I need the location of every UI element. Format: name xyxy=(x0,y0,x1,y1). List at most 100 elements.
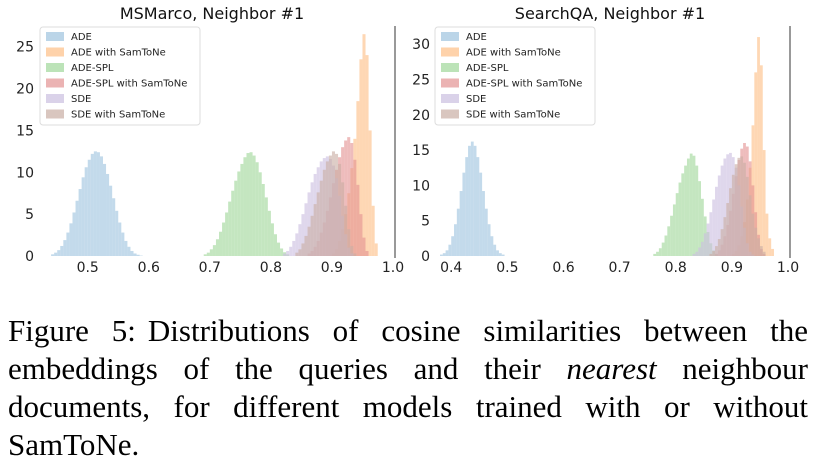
searchqa-bar-ade-11 xyxy=(471,142,474,256)
msmarco-bar-ade-4 xyxy=(63,240,66,256)
searchqa-bar-ade-spl-12 xyxy=(687,159,690,256)
figure-caption: Figure 5:Distributions of cosine similar… xyxy=(8,312,808,464)
msmarco-legend-label-sde-with-samtone: SDE with SamToNe xyxy=(71,110,165,121)
msmarco-bar-ade-spl-12 xyxy=(240,164,243,256)
searchqa-legend-swatch-ade-spl xyxy=(441,63,459,72)
msmarco-y-tick-4: 20 xyxy=(16,82,34,98)
msmarco-bar-ade-14 xyxy=(94,151,97,256)
searchqa-bar-ade-0 xyxy=(440,255,443,256)
msmarco-bar-ade-spl-16 xyxy=(253,156,256,256)
searchqa-y-tick-5: 25 xyxy=(412,72,430,88)
searchqa-bar-sde-with-samtone-18 xyxy=(760,246,763,256)
msmarco-legend-swatch-sde xyxy=(46,94,64,103)
searchqa-chart-title: SearchQA, Neighbor #1 xyxy=(515,4,705,23)
searchqa-bar-sde-8 xyxy=(715,187,718,256)
searchqa-bar-sde-0 xyxy=(693,254,696,256)
msmarco-y-tick-2: 10 xyxy=(16,165,34,181)
msmarco-legend-swatch-ade-spl xyxy=(46,63,64,72)
msmarco-bar-sde-with-samtone-11 xyxy=(329,156,332,256)
searchqa-bar-sde-with-samtone-10 xyxy=(737,158,740,256)
msmarco-bar-sde-3 xyxy=(292,241,295,256)
searchqa-bar-ade-spl-1 xyxy=(656,252,659,256)
searchqa-bar-ade-spl-10 xyxy=(681,173,684,256)
searchqa-bar-ade-21 xyxy=(499,253,502,256)
msmarco-bar-ade-spl-15 xyxy=(250,152,253,256)
searchqa-legend-swatch-ade xyxy=(441,32,459,41)
searchqa-bar-ade-spl-14 xyxy=(693,156,696,256)
msmarco-bar-ade-8 xyxy=(76,201,79,256)
msmarco-bar-sde-with-samtone-6 xyxy=(314,204,317,256)
searchqa-bar-sde-6 xyxy=(709,212,712,256)
searchqa-y-tick-4: 20 xyxy=(412,108,430,124)
searchqa-bar-ade-7 xyxy=(460,191,463,256)
searchqa-legend-label-ade-spl: ADE-SPL xyxy=(466,63,509,74)
msmarco-bar-ade-15 xyxy=(97,152,100,256)
msmarco-bar-sde-with-samtone-1 xyxy=(298,249,301,256)
searchqa-bar-ade-16 xyxy=(485,209,488,256)
searchqa-bar-sde-with-samtone-5 xyxy=(723,217,726,256)
searchqa-bar-ade-spl-7 xyxy=(673,204,676,256)
msmarco-bar-sde-with-samtone-3 xyxy=(304,236,307,256)
msmarco-bar-sde-with-samtone-5 xyxy=(311,216,314,256)
searchqa-x-tick-5: 0.9 xyxy=(721,260,743,276)
searchqa-bar-ade-with-samtone-12 xyxy=(766,214,769,256)
searchqa-legend-label-ade-with-samtone: ADE with SamToNe xyxy=(466,48,561,59)
searchqa-legend-label-ade-spl-with-samtone: ADE-SPL with SamToNe xyxy=(466,79,582,90)
searchqa-bar-ade-14 xyxy=(479,173,482,256)
searchqa-bar-ade-6 xyxy=(457,209,460,256)
searchqa-bar-ade-9 xyxy=(465,157,468,256)
searchqa-bar-sde-with-samtone-1 xyxy=(712,251,715,256)
msmarco-series-ade-spl xyxy=(204,152,289,256)
msmarco-bar-ade-spl-25 xyxy=(280,248,283,256)
msmarco-bar-ade-16 xyxy=(100,156,103,256)
msmarco-bar-ade-20 xyxy=(112,198,115,256)
searchqa-bar-ade-4 xyxy=(451,236,454,256)
msmarco-bar-ade-spl-17 xyxy=(256,162,259,256)
msmarco-bar-sde-with-samtone-9 xyxy=(323,170,326,256)
searchqa-bar-sde-with-samtone-15 xyxy=(752,214,755,256)
searchqa-bar-sde-with-samtone-11 xyxy=(740,156,743,256)
msmarco-legend-label-ade-spl-with-samtone: ADE-SPL with SamToNe xyxy=(71,79,187,90)
msmarco-bar-ade-12 xyxy=(88,160,91,256)
searchqa-bar-sde-with-samtone-14 xyxy=(749,195,752,256)
msmarco-bar-ade-spl-23 xyxy=(274,234,277,256)
searchqa-bar-ade-3 xyxy=(448,245,451,256)
msmarco-bar-ade-spl-with-samtone-18 xyxy=(362,238,365,256)
searchqa-bar-ade-spl-2 xyxy=(659,248,662,256)
msmarco-bar-sde-with-samtone-8 xyxy=(320,181,323,256)
msmarco-bar-sde-with-samtone-14 xyxy=(338,164,341,256)
msmarco-bar-ade-spl-10 xyxy=(234,181,237,256)
searchqa-legend-swatch-sde xyxy=(441,94,459,103)
searchqa-x-tick-4: 0.8 xyxy=(665,260,687,276)
searchqa-y-tick-1: 5 xyxy=(421,214,430,230)
msmarco-bar-ade-19 xyxy=(109,186,112,256)
msmarco-bar-ade-spl-20 xyxy=(265,197,268,256)
searchqa-bar-ade-with-samtone-9 xyxy=(757,37,760,256)
searchqa-bar-sde-with-samtone-9 xyxy=(735,164,738,256)
searchqa-bar-ade-20 xyxy=(496,250,499,256)
searchqa-bar-ade-with-samtone-11 xyxy=(763,150,766,256)
msmarco-x-tick-3: 0.8 xyxy=(260,260,282,276)
msmarco-bar-ade-spl-with-samtone-16 xyxy=(356,185,359,256)
searchqa-bar-sde-7 xyxy=(712,200,715,257)
msmarco-bar-ade-with-samtone-12 xyxy=(369,130,372,256)
msmarco-bar-ade-spl-13 xyxy=(243,157,246,256)
msmarco-bar-ade-0 xyxy=(51,254,54,256)
searchqa-legend-label-sde-with-samtone: SDE with SamToNe xyxy=(466,110,560,121)
searchqa-bar-ade-13 xyxy=(476,157,479,256)
searchqa-bar-sde-with-samtone-13 xyxy=(746,177,749,256)
searchqa-legend-swatch-ade-spl-with-samtone xyxy=(441,79,459,88)
msmarco-bar-ade-22 xyxy=(118,223,121,256)
msmarco-bar-ade-9 xyxy=(79,189,82,256)
msmarco-legend-label-ade: ADE xyxy=(71,32,92,43)
searchqa-y-tick-2: 10 xyxy=(412,178,430,194)
searchqa-y-tick-6: 30 xyxy=(412,37,430,53)
searchqa-bar-ade-2 xyxy=(446,250,449,256)
searchqa-bar-sde-3 xyxy=(701,242,704,256)
msmarco-bar-sde-0 xyxy=(283,253,286,256)
msmarco-bar-ade-with-samtone-13 xyxy=(372,206,375,256)
